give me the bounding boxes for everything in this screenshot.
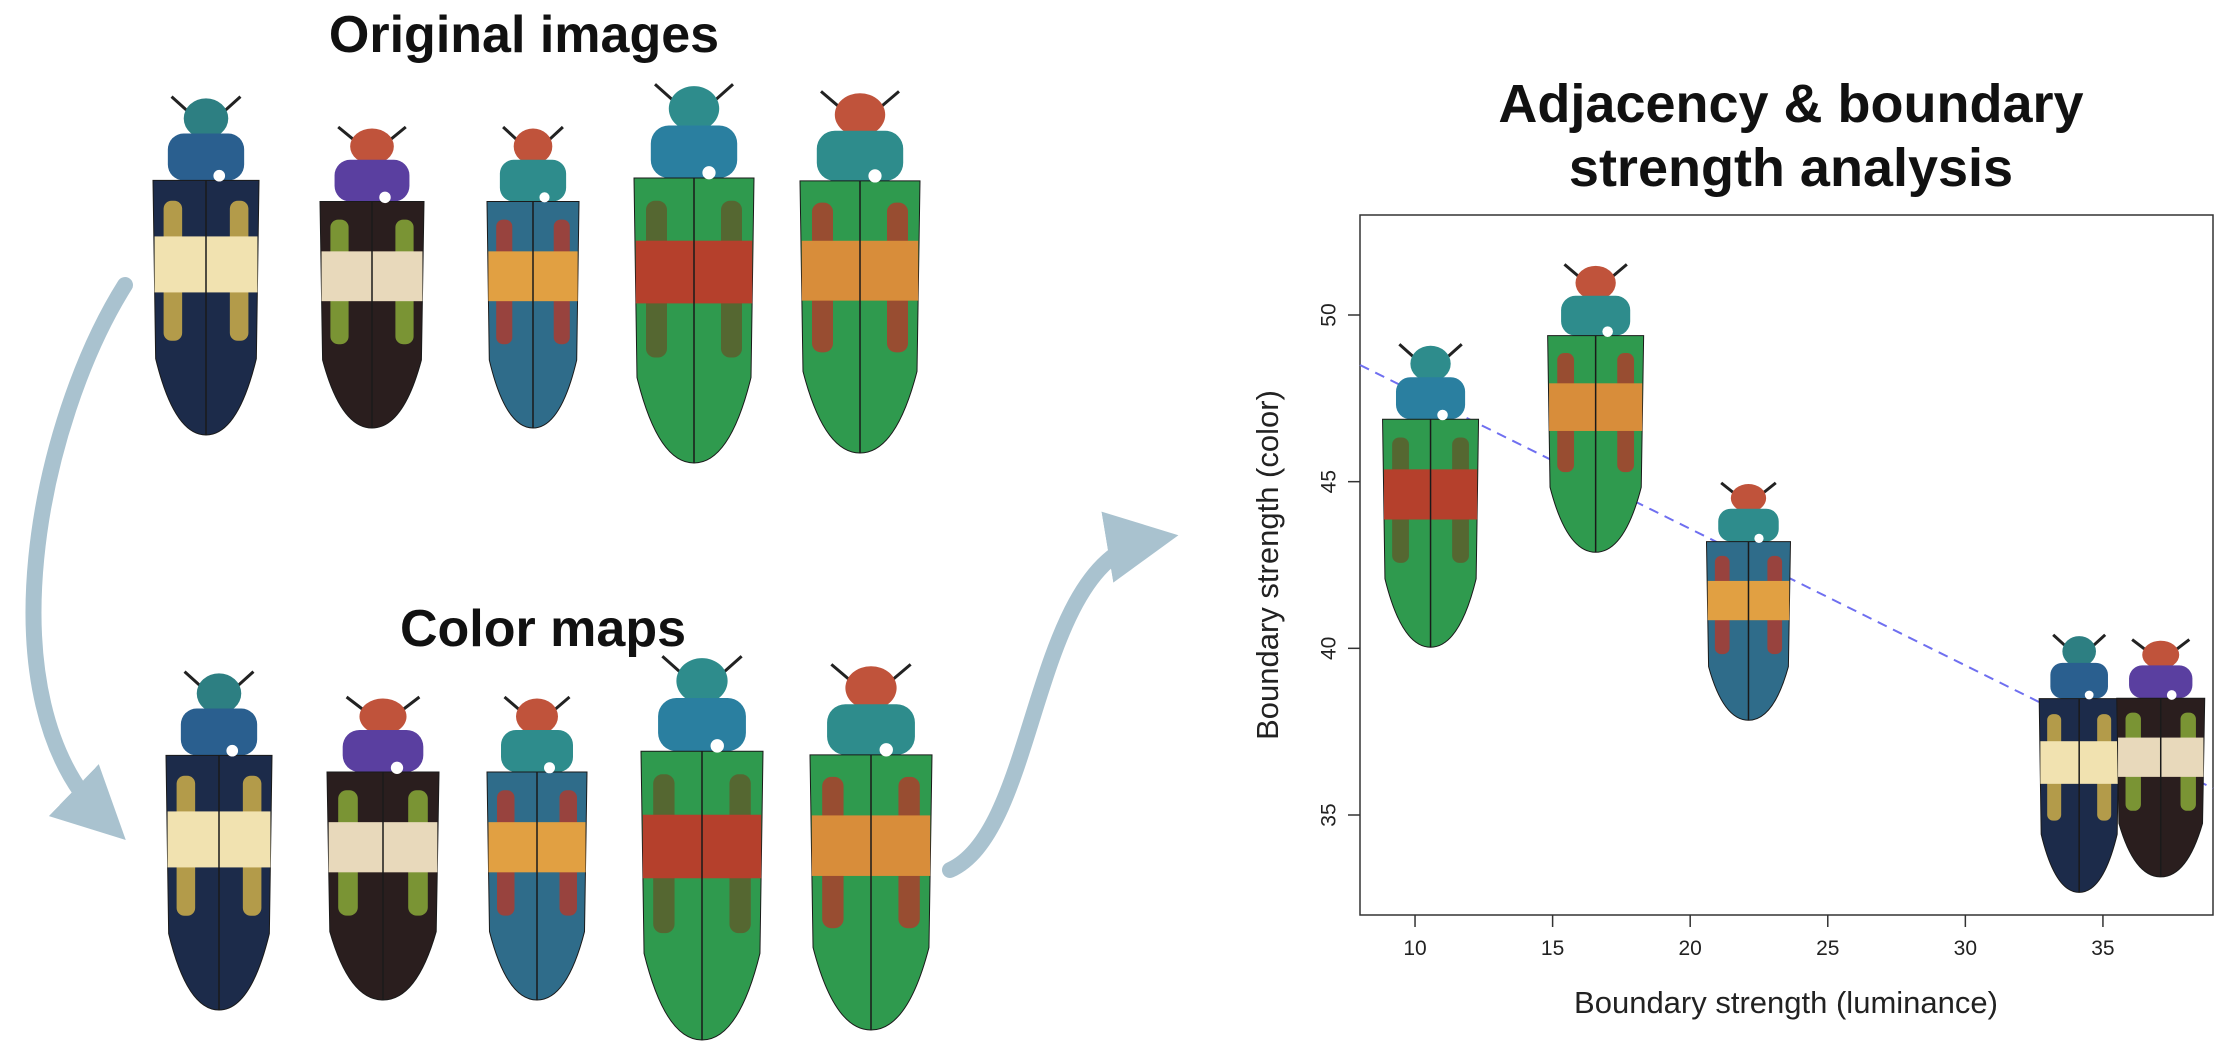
beetle-pronotum (334, 159, 410, 202)
data-point-beetle (2038, 633, 2120, 893)
beetle-original-1 (152, 95, 260, 436)
beetle-colormap-5 (809, 663, 933, 1031)
beetle-pronotum (1395, 377, 1466, 420)
beetle-head (2142, 640, 2180, 669)
beetle-original-4 (633, 83, 755, 464)
beetle-colormap-4 (640, 655, 764, 1041)
beetle-pronotum (658, 698, 746, 752)
sample-point-marker (379, 191, 391, 204)
beetle-pronotum (2050, 662, 2108, 699)
analysis-heading-line1: Adjacency & boundary (1498, 74, 2083, 134)
beetle-pronotum (342, 730, 424, 772)
x-axis-title: Boundary strength (luminance) (1574, 985, 1998, 1020)
sample-point-marker (1437, 409, 1448, 421)
beetle-head (516, 698, 558, 735)
beetle-pronotum (650, 125, 738, 178)
x-tick-label: 35 (2091, 937, 2114, 960)
beetle-pronotum (180, 708, 258, 756)
sample-point-marker (1754, 533, 1764, 543)
chart-points (1382, 263, 2206, 893)
sample-point-marker (390, 761, 404, 774)
beetle-pronotum (1561, 295, 1631, 336)
beetle-head (183, 98, 229, 139)
sample-point-marker (2084, 690, 2094, 700)
beetle-original-2 (319, 125, 425, 429)
beetle-colormap-1 (165, 670, 273, 1011)
color-maps-row (165, 655, 933, 1041)
plot-frame (1359, 214, 2214, 916)
original-images-heading: Original images (329, 6, 719, 64)
x-tick-label: 25 (1816, 937, 1839, 960)
beetle-colormap-2 (326, 695, 440, 1001)
data-point-beetle (1547, 263, 1645, 553)
beetle-head (513, 128, 553, 165)
beetle-head (359, 698, 407, 735)
sample-point-marker (2166, 690, 2177, 700)
beetle-head (2062, 636, 2096, 667)
flow-arrow-to-analysis (942, 511, 1179, 878)
x-tick-label: 30 (1954, 937, 1977, 960)
x-tick-label: 20 (1679, 937, 1702, 960)
beetle-pronotum (499, 159, 567, 202)
chart-ticks: 10 15 20 25 30 35 35 40 45 50 (1318, 303, 2115, 960)
beetle-colormap-3 (486, 695, 588, 1001)
sample-point-marker (702, 166, 716, 180)
beetle-pronotum (827, 704, 915, 755)
data-point-beetle (1382, 343, 1480, 648)
beetle-pronotum (1718, 508, 1779, 542)
beetle-head (196, 673, 242, 714)
beetle-head (834, 93, 886, 137)
sample-point-marker (213, 169, 226, 182)
x-tick-label: 15 (1541, 937, 1564, 960)
y-tick-label: 50 (1318, 303, 1341, 326)
sample-point-marker (1602, 326, 1613, 337)
beetle-original-5 (799, 90, 921, 454)
sample-point-marker (539, 192, 550, 203)
color-maps-heading: Color maps (400, 600, 686, 658)
sample-point-marker (710, 739, 724, 753)
x-tick-label: 10 (1403, 937, 1426, 960)
beetle-pronotum (501, 730, 573, 772)
beetle-head (1410, 345, 1451, 382)
analysis-heading-line2: strength analysis (1569, 138, 2013, 198)
beetle-head (1730, 484, 1767, 513)
beetle-head (1575, 265, 1616, 301)
flow-arrow-to-color-maps (25, 277, 133, 840)
y-tick-label: 35 (1318, 803, 1341, 826)
beetle-original-3 (486, 125, 580, 429)
y-axis-title: Boundary strength (color) (1250, 390, 1285, 740)
beetle-head (668, 86, 720, 132)
scatter-chart: 10 15 20 25 30 35 35 40 45 50 Boundary strength (… (1250, 214, 2214, 1020)
beetle-pronotum (2129, 665, 2193, 699)
sample-point-marker (544, 762, 555, 774)
sample-point-marker (226, 744, 239, 757)
beetle-pronotum (816, 130, 904, 181)
data-point-beetle (2116, 638, 2206, 878)
sample-point-marker (879, 743, 893, 757)
data-point-beetle (1705, 481, 1791, 721)
beetle-head (350, 128, 394, 165)
y-tick-label: 40 (1318, 637, 1341, 660)
beetle-head (676, 658, 728, 704)
sample-point-marker (868, 169, 882, 183)
beetle-pronotum (167, 133, 245, 181)
y-tick-label: 45 (1318, 470, 1341, 493)
original-images-row (152, 83, 921, 464)
beetle-head (845, 666, 897, 710)
